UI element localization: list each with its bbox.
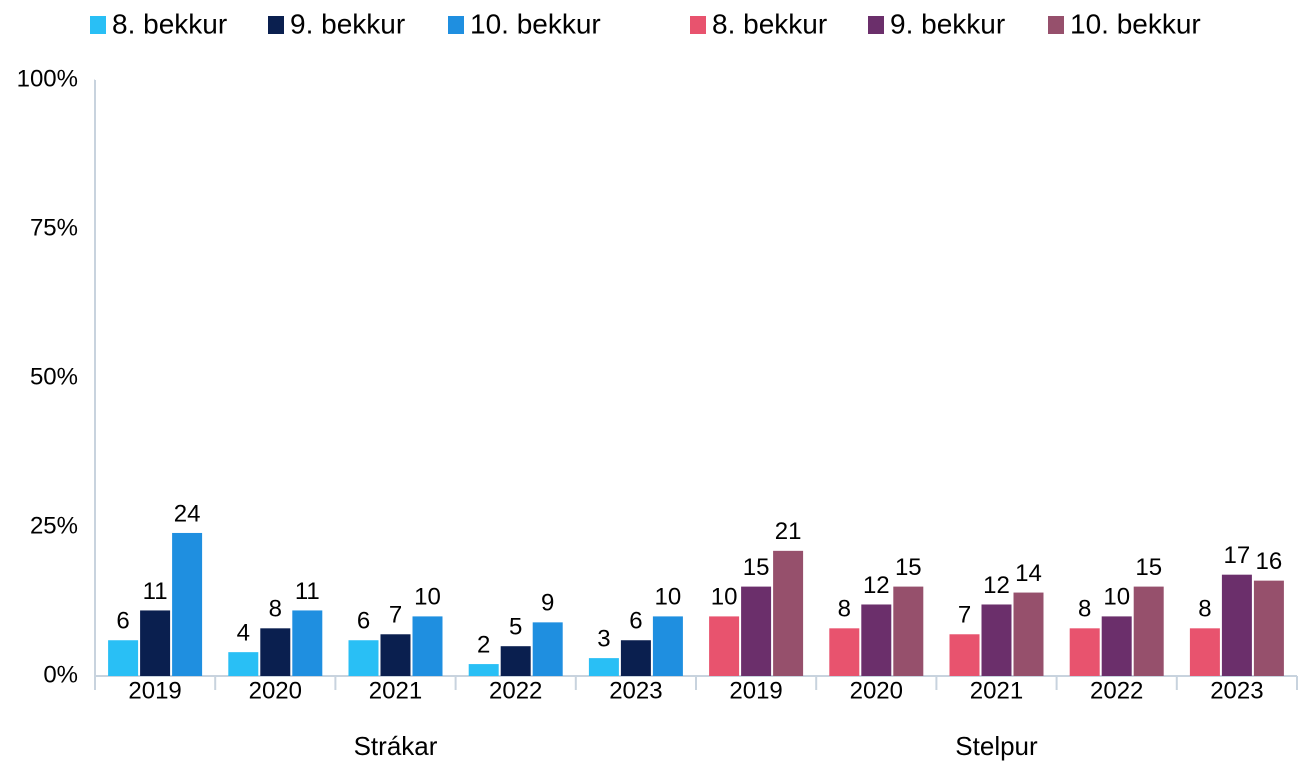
value-label: 11: [295, 578, 320, 605]
legend-label: 10. bekkur: [470, 8, 601, 39]
value-label: 8: [838, 596, 851, 623]
value-label: 17: [1224, 542, 1251, 569]
value-label: 12: [863, 572, 890, 599]
x-tick-label: 2020: [249, 677, 302, 704]
y-tick-label: 25%: [30, 512, 78, 539]
value-label: 6: [357, 608, 370, 635]
legend-swatch: [268, 16, 284, 34]
value-label: 8: [1078, 596, 1091, 623]
x-tick-label: 2020: [850, 677, 903, 704]
legend-label: 10. bekkur: [1070, 8, 1201, 39]
legend-label: 9. bekkur: [890, 8, 1005, 39]
value-label: 16: [1256, 548, 1283, 575]
bar: [1133, 586, 1164, 676]
value-label: 7: [958, 602, 971, 629]
value-label: 6: [116, 608, 129, 635]
legend-swatch: [1048, 16, 1064, 34]
bar: [1253, 580, 1284, 676]
bar: [292, 610, 323, 676]
bar: [412, 616, 443, 676]
value-label: 2: [477, 631, 490, 658]
bar: [652, 616, 683, 676]
bar: [620, 640, 651, 676]
bar: [1189, 628, 1220, 676]
group-label: Strákar: [354, 731, 438, 761]
y-tick-label: 0%: [43, 661, 78, 688]
value-label: 7: [389, 602, 402, 629]
bar: [829, 628, 860, 676]
legend-label: 8. bekkur: [112, 8, 227, 39]
bar: [108, 640, 139, 676]
value-label: 9: [541, 590, 554, 617]
bar: [260, 628, 291, 676]
bar: [949, 634, 980, 676]
value-label: 8: [269, 596, 282, 623]
value-label: 12: [983, 572, 1010, 599]
y-tick-label: 50%: [30, 363, 78, 390]
y-tick-label: 75%: [30, 214, 78, 241]
bar: [1013, 592, 1044, 676]
bar: [861, 604, 892, 676]
x-tick-label: 2022: [489, 677, 542, 704]
bar: [348, 640, 379, 676]
value-label: 14: [1015, 560, 1042, 587]
bar: [893, 586, 924, 676]
value-label: 10: [711, 584, 738, 611]
group-label: Stelpur: [955, 731, 1038, 761]
bar: [468, 664, 499, 676]
legend-label: 8. bekkur: [712, 8, 827, 39]
bar: [228, 652, 259, 676]
legend-label: 9. bekkur: [290, 8, 405, 39]
x-tick-label: 2023: [1210, 677, 1263, 704]
legend-swatch: [868, 16, 884, 34]
bar: [500, 646, 531, 676]
bar: [532, 622, 563, 676]
legend-swatch: [90, 16, 106, 34]
bar: [709, 616, 740, 676]
x-tick-label: 2022: [1090, 677, 1143, 704]
value-label: 10: [1103, 584, 1130, 611]
bar: [172, 532, 203, 676]
bar: [773, 550, 804, 676]
value-label: 11: [143, 578, 168, 605]
value-label: 6: [629, 608, 642, 635]
value-label: 15: [743, 554, 770, 581]
value-label: 15: [895, 554, 922, 581]
value-label: 21: [775, 518, 802, 545]
bar: [1221, 574, 1252, 676]
value-label: 3: [597, 625, 610, 652]
value-label: 24: [174, 500, 201, 527]
legend-swatch: [690, 16, 706, 34]
value-label: 15: [1135, 554, 1162, 581]
y-tick-label: 100%: [17, 65, 78, 92]
x-tick-label: 2021: [970, 677, 1023, 704]
x-tick-label: 2019: [729, 677, 782, 704]
x-tick-label: 2023: [609, 677, 662, 704]
value-label: 10: [414, 584, 441, 611]
x-tick-label: 2021: [369, 677, 422, 704]
bar: [741, 586, 772, 676]
value-label: 4: [237, 620, 250, 647]
bar: [981, 604, 1012, 676]
bar: [380, 634, 411, 676]
value-label: 8: [1198, 596, 1211, 623]
x-tick-label: 2019: [128, 677, 181, 704]
bar: [1101, 616, 1132, 676]
value-label: 5: [509, 614, 522, 641]
bar: [588, 658, 619, 676]
legend-swatch: [448, 16, 464, 34]
bar: [140, 610, 171, 676]
value-label: 10: [655, 584, 682, 611]
bar: [1069, 628, 1100, 676]
